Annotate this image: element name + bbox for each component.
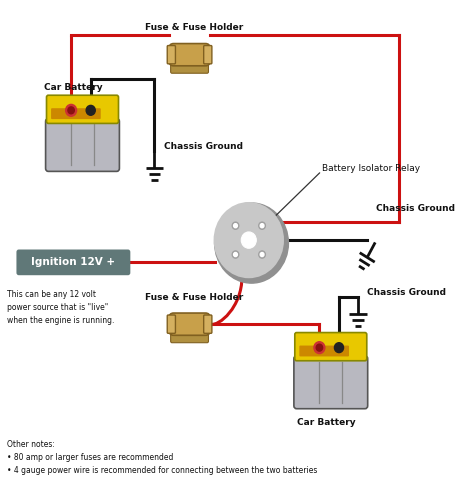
Circle shape	[259, 222, 265, 230]
FancyBboxPatch shape	[171, 331, 209, 342]
FancyBboxPatch shape	[17, 250, 130, 275]
FancyBboxPatch shape	[51, 108, 100, 119]
Text: Battery Isolator Relay: Battery Isolator Relay	[322, 164, 420, 173]
Circle shape	[260, 252, 264, 256]
Text: Other notes:
• 80 amp or larger fuses are recommended
• 4 gauge power wire is re: Other notes: • 80 amp or larger fuses ar…	[7, 440, 318, 475]
FancyBboxPatch shape	[294, 356, 368, 408]
Circle shape	[234, 224, 237, 228]
Circle shape	[232, 251, 239, 258]
Circle shape	[316, 344, 323, 351]
FancyBboxPatch shape	[46, 118, 119, 172]
FancyBboxPatch shape	[204, 315, 212, 334]
Circle shape	[335, 342, 344, 352]
Text: Chassis Ground: Chassis Ground	[367, 288, 446, 296]
FancyBboxPatch shape	[167, 315, 175, 334]
FancyBboxPatch shape	[169, 44, 210, 66]
Circle shape	[314, 342, 325, 353]
Text: Fuse & Fuse Holder: Fuse & Fuse Holder	[145, 293, 243, 302]
Text: Ignition 12V +: Ignition 12V +	[31, 258, 116, 268]
Circle shape	[215, 203, 288, 283]
Text: Chassis Ground: Chassis Ground	[376, 204, 456, 213]
Circle shape	[86, 106, 95, 116]
Circle shape	[65, 104, 77, 117]
Circle shape	[234, 252, 237, 256]
FancyBboxPatch shape	[300, 346, 349, 356]
FancyBboxPatch shape	[295, 332, 367, 361]
FancyBboxPatch shape	[46, 95, 118, 124]
Circle shape	[241, 232, 256, 248]
Circle shape	[215, 203, 283, 277]
FancyBboxPatch shape	[169, 313, 210, 336]
FancyBboxPatch shape	[204, 46, 212, 64]
FancyBboxPatch shape	[171, 62, 209, 73]
Text: Chassis Ground: Chassis Ground	[164, 142, 243, 150]
Circle shape	[68, 107, 74, 114]
FancyBboxPatch shape	[167, 46, 175, 64]
Text: Car Battery: Car Battery	[44, 83, 102, 92]
Circle shape	[259, 251, 265, 258]
Text: This can be any 12 volt
power source that is "live"
when the engine is running.: This can be any 12 volt power source tha…	[7, 290, 115, 325]
Circle shape	[232, 222, 239, 230]
Text: Car Battery: Car Battery	[297, 418, 356, 427]
Text: Fuse & Fuse Holder: Fuse & Fuse Holder	[145, 24, 243, 32]
Circle shape	[260, 224, 264, 228]
